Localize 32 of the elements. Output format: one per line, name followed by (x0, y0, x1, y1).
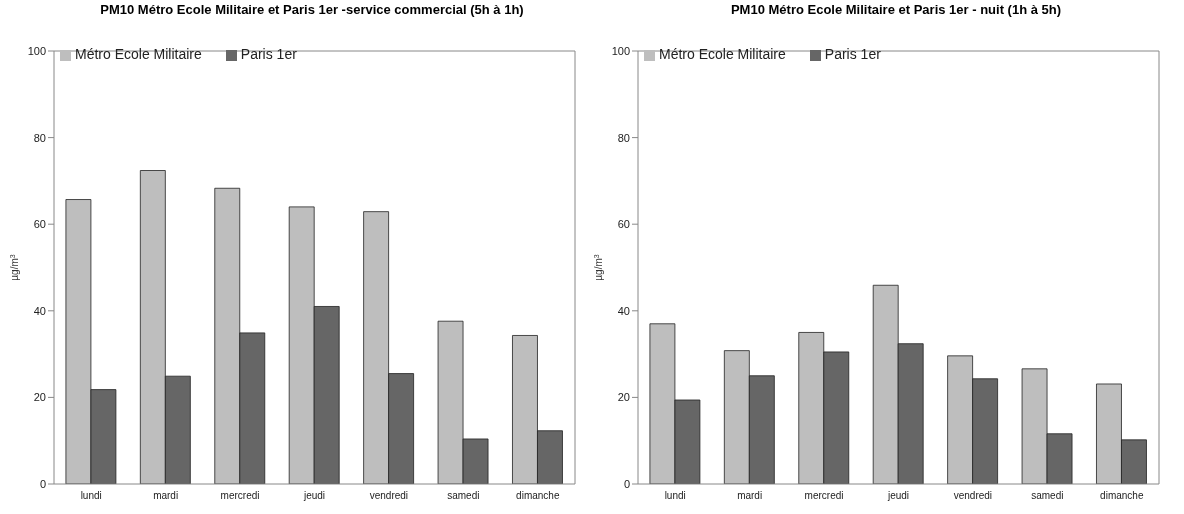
x-tick-label: jeudi (886, 490, 910, 502)
y-tick-label: 100 (611, 44, 630, 57)
y-tick-label: 60 (33, 218, 46, 231)
legend-label: Métro Ecole Militaire (75, 46, 202, 62)
x-tick-label: dimanche (516, 490, 560, 502)
x-tick-label: mercredi (804, 490, 844, 502)
y-tick-label: 40 (33, 304, 46, 317)
x-tick-label: mercredi (220, 490, 260, 502)
x-tick-label: lundi (80, 490, 102, 502)
x-tick-label: mardi (737, 490, 763, 502)
y-tick-label: 80 (33, 131, 46, 144)
legend-label: Paris 1er (240, 46, 297, 62)
x-tick-label: mardi (153, 490, 179, 502)
y-tick-label: 0 (39, 477, 46, 490)
y-tick-label: 20 (617, 391, 630, 404)
y-tick-label: 40 (617, 304, 630, 317)
x-tick-label: samedi (1031, 490, 1064, 502)
x-tick-label: vendredi (369, 490, 409, 502)
x-tick-label: jeudi (302, 490, 326, 502)
chart-title: PM10 Métro Ecole Militaire et Paris 1er -service commercial (5h à 1h) (99, 1, 525, 19)
y-tick-label: 100 (27, 44, 46, 57)
legend-label: Métro Ecole Militaire (659, 46, 786, 62)
legend-label: Paris 1er (824, 46, 881, 62)
y-tick-label: 80 (617, 131, 630, 144)
y-tick-label: 20 (33, 391, 46, 404)
y-tick-label: 60 (617, 218, 630, 231)
x-tick-label: lundi (664, 490, 686, 502)
x-tick-label: vendredi (953, 490, 993, 502)
x-tick-label: dimanche (1100, 490, 1144, 502)
chart-title: PM10 Métro Ecole Militaire et Paris 1er - nuit (1h à 5h) (729, 1, 1063, 19)
x-tick-label: samedi (447, 490, 480, 502)
y-tick-label: 0 (623, 477, 630, 490)
